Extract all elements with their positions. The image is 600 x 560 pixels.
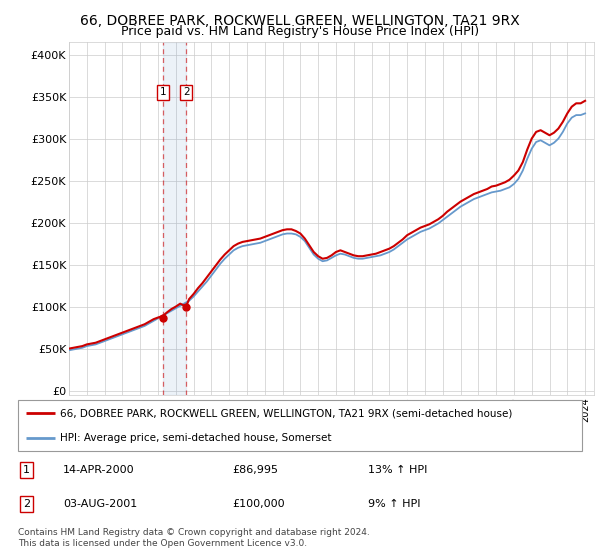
Text: HPI: Average price, semi-detached house, Somerset: HPI: Average price, semi-detached house,… — [60, 433, 332, 443]
FancyBboxPatch shape — [18, 400, 582, 451]
Text: 03-AUG-2001: 03-AUG-2001 — [63, 499, 137, 509]
Text: 2: 2 — [23, 499, 30, 509]
Text: Price paid vs. HM Land Registry's House Price Index (HPI): Price paid vs. HM Land Registry's House … — [121, 25, 479, 38]
Text: Contains HM Land Registry data © Crown copyright and database right 2024.
This d: Contains HM Land Registry data © Crown c… — [18, 528, 370, 548]
Text: 66, DOBREE PARK, ROCKWELL GREEN, WELLINGTON, TA21 9RX: 66, DOBREE PARK, ROCKWELL GREEN, WELLING… — [80, 14, 520, 28]
Text: £86,995: £86,995 — [232, 465, 278, 475]
Text: 1: 1 — [23, 465, 30, 475]
Text: 2: 2 — [183, 87, 190, 97]
Text: 1: 1 — [160, 87, 166, 97]
Text: 14-APR-2000: 14-APR-2000 — [63, 465, 135, 475]
Text: £100,000: £100,000 — [232, 499, 285, 509]
Bar — [163, 42, 186, 395]
Text: 9% ↑ HPI: 9% ↑ HPI — [368, 499, 420, 509]
Text: 13% ↑ HPI: 13% ↑ HPI — [368, 465, 427, 475]
Text: 66, DOBREE PARK, ROCKWELL GREEN, WELLINGTON, TA21 9RX (semi-detached house): 66, DOBREE PARK, ROCKWELL GREEN, WELLING… — [60, 408, 512, 418]
